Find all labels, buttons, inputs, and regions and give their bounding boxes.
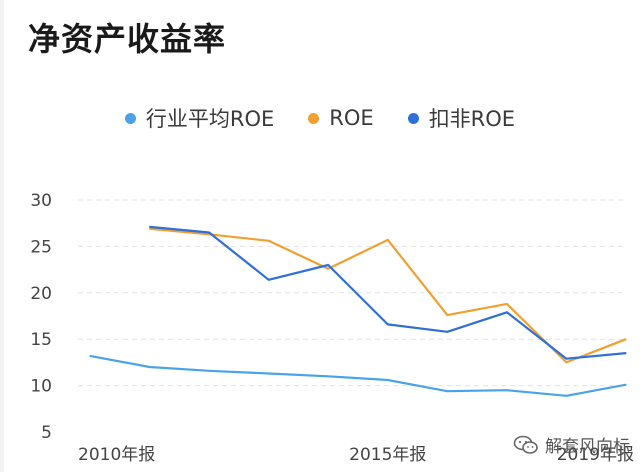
data-point-s1-6 bbox=[446, 314, 448, 316]
data-point-s0-0 bbox=[89, 355, 91, 357]
data-point-s0-7 bbox=[506, 389, 508, 391]
wechat-icon bbox=[513, 435, 538, 454]
data-point-s0-9 bbox=[625, 384, 627, 386]
series-line-0 bbox=[89, 354, 627, 397]
data-point-s1-7 bbox=[506, 303, 508, 305]
left-edge-strip bbox=[0, 0, 4, 472]
x-tick-label-2015年报: 2015年报 bbox=[349, 445, 426, 465]
data-point-s2-2 bbox=[208, 231, 210, 234]
data-point-s2-6 bbox=[446, 331, 448, 333]
data-point-s2-3 bbox=[268, 279, 270, 281]
y-tick-label-25: 25 bbox=[30, 237, 52, 257]
data-point-s0-3 bbox=[268, 372, 270, 375]
data-point-s1-5 bbox=[387, 239, 389, 241]
series-line-1 bbox=[149, 227, 627, 364]
chart-title: 净资产收益率 bbox=[28, 20, 227, 58]
data-point-s1-8 bbox=[565, 361, 568, 363]
watermark: 解套风向标 bbox=[513, 432, 630, 457]
y-tick-label-20: 20 bbox=[30, 284, 52, 304]
data-point-s0-4 bbox=[327, 375, 329, 377]
data-point-s2-5 bbox=[387, 323, 389, 325]
data-point-s2-8 bbox=[565, 358, 568, 360]
data-point-s0-8 bbox=[565, 395, 568, 397]
data-point-s1-4 bbox=[327, 268, 329, 270]
y-tick-label-10: 10 bbox=[30, 377, 52, 397]
legend-label-roe: ROE bbox=[329, 106, 374, 130]
data-point-s0-2 bbox=[208, 370, 210, 372]
x-tick-label-2010年报: 2010年报 bbox=[78, 445, 155, 465]
data-point-s2-4 bbox=[327, 264, 329, 266]
data-point-s0-5 bbox=[387, 379, 389, 381]
y-tick-label-30: 30 bbox=[30, 191, 52, 211]
data-point-s2-9 bbox=[625, 352, 627, 354]
data-point-s1-3 bbox=[268, 240, 270, 242]
legend-item-roe[interactable]: ROE bbox=[308, 106, 374, 130]
legend-marker-deducted-roe bbox=[407, 112, 419, 124]
legend-marker-roe bbox=[308, 112, 320, 124]
legend-item-deducted-roe[interactable]: 扣非ROE bbox=[407, 103, 516, 133]
data-point-s2-7 bbox=[506, 311, 508, 313]
data-point-s2-1 bbox=[148, 226, 151, 228]
data-point-s0-1 bbox=[148, 366, 151, 368]
y-tick-label-15: 15 bbox=[30, 330, 52, 350]
watermark-text: 解套风向标 bbox=[545, 437, 630, 457]
data-point-s0-6 bbox=[446, 390, 448, 392]
data-point-s1-9 bbox=[625, 338, 627, 340]
data-point-s1-1 bbox=[148, 228, 151, 230]
x-tick-label-2019年报: 2019年报 bbox=[557, 445, 634, 465]
legend-label-industry-avg-roe: 行业平均ROE bbox=[145, 107, 275, 131]
legend: 行业平均ROE ROE 扣非ROE bbox=[0, 102, 640, 134]
legend-label-deducted-roe: 扣非ROE bbox=[428, 107, 516, 131]
legend-item-industry-avg-roe[interactable]: 行业平均ROE bbox=[124, 103, 275, 133]
legend-marker-industry-avg-roe bbox=[124, 112, 136, 124]
y-tick-label-5: 5 bbox=[41, 423, 52, 443]
